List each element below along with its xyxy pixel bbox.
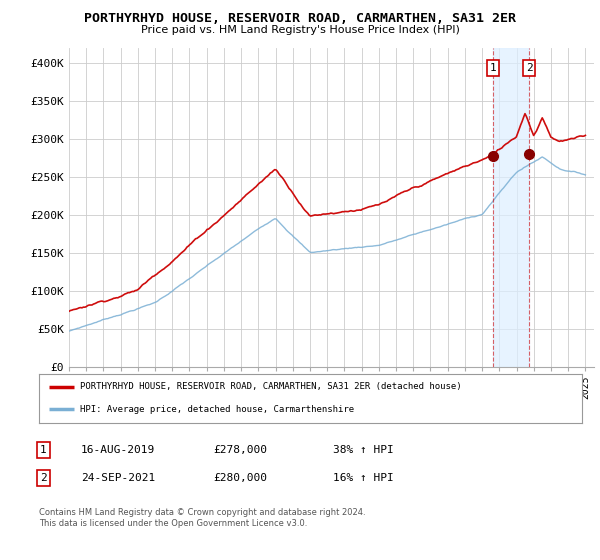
Text: 1: 1 (40, 445, 47, 455)
Text: 1: 1 (490, 63, 496, 73)
Text: PORTHYRHYD HOUSE, RESERVOIR ROAD, CARMARTHEN, SA31 2ER: PORTHYRHYD HOUSE, RESERVOIR ROAD, CARMAR… (84, 12, 516, 25)
Text: 2: 2 (526, 63, 532, 73)
Bar (493, 48, 529, 367)
Text: Contains HM Land Registry data © Crown copyright and database right 2024.
This d: Contains HM Land Registry data © Crown c… (39, 508, 365, 528)
Text: Price paid vs. HM Land Registry's House Price Index (HPI): Price paid vs. HM Land Registry's House … (140, 25, 460, 35)
Text: £280,000: £280,000 (213, 473, 267, 483)
Text: 2: 2 (40, 473, 47, 483)
Text: 16-AUG-2019: 16-AUG-2019 (81, 445, 155, 455)
Text: HPI: Average price, detached house, Carmarthenshire: HPI: Average price, detached house, Carm… (80, 405, 354, 414)
Text: 16% ↑ HPI: 16% ↑ HPI (333, 473, 394, 483)
Text: £278,000: £278,000 (213, 445, 267, 455)
Text: 38% ↑ HPI: 38% ↑ HPI (333, 445, 394, 455)
Text: PORTHYRHYD HOUSE, RESERVOIR ROAD, CARMARTHEN, SA31 2ER (detached house): PORTHYRHYD HOUSE, RESERVOIR ROAD, CARMAR… (80, 382, 461, 391)
Text: 24-SEP-2021: 24-SEP-2021 (81, 473, 155, 483)
